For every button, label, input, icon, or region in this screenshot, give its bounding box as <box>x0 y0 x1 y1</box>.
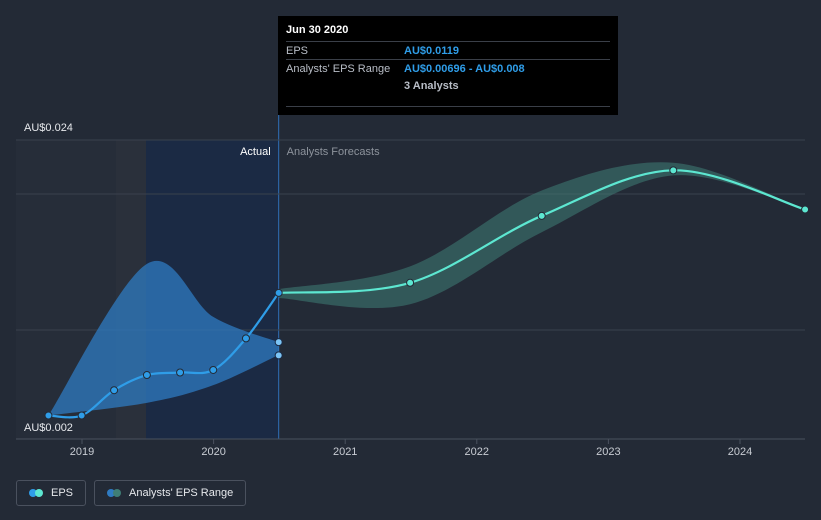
eps-swatch-icon <box>29 489 43 497</box>
eps-point-actual <box>209 365 218 374</box>
x-tick-label: 2020 <box>201 446 225 458</box>
tooltip-analysts: 3 Analysts <box>404 79 459 92</box>
eps-range-band-forecast <box>278 162 806 309</box>
eps-point-actual <box>241 334 250 343</box>
legend-item-eps-range[interactable]: Analysts' EPS Range <box>94 480 247 506</box>
eps-point-actual <box>176 368 185 377</box>
eps-point-forecast <box>801 205 810 214</box>
x-tick-label: 2023 <box>596 446 620 458</box>
tooltip-range-value: AU$0.00696 - AU$0.008 <box>404 62 525 75</box>
eps-point-actual <box>274 288 283 297</box>
eps-point-forecast <box>669 166 678 175</box>
legend-label-eps: EPS <box>51 487 74 499</box>
actual-region-label: Actual <box>240 146 271 158</box>
y-axis-bottom-label: AU$0.002 <box>24 422 73 434</box>
eps-point-actual <box>77 411 86 420</box>
eps-point-forecast <box>406 278 415 287</box>
x-tick-label: 2019 <box>70 446 94 458</box>
legend-item-eps[interactable]: EPS <box>16 480 87 506</box>
eps-point-actual <box>110 386 119 395</box>
tooltip: Jun 30 2020 EPS AU$0.0119 Analysts' EPS … <box>278 16 618 115</box>
tooltip-eps-label: EPS <box>286 44 309 57</box>
x-tick-label: 2022 <box>465 446 489 458</box>
tooltip-date: Jun 30 2020 <box>286 24 349 36</box>
y-axis-top-label: AU$0.024 <box>24 122 73 134</box>
eps-range-marker <box>274 351 283 360</box>
eps-range-marker <box>274 338 283 347</box>
forecast-region-label: Analysts Forecasts <box>287 146 380 158</box>
eps-point-forecast <box>537 211 546 220</box>
legend-label-eps-range: Analysts' EPS Range <box>129 487 234 499</box>
eps-range-swatch-icon <box>107 489 122 497</box>
tooltip-eps-value: AU$0.0119 <box>404 44 460 57</box>
eps-range-band-actual <box>48 260 279 416</box>
eps-point-actual <box>44 411 53 420</box>
x-tick-label: 2021 <box>333 446 357 458</box>
tooltip-range-label: Analysts' EPS Range <box>286 62 391 75</box>
eps-point-actual <box>142 371 151 380</box>
x-tick-label: 2024 <box>728 446 752 458</box>
legend: EPS Analysts' EPS Range <box>16 480 247 506</box>
